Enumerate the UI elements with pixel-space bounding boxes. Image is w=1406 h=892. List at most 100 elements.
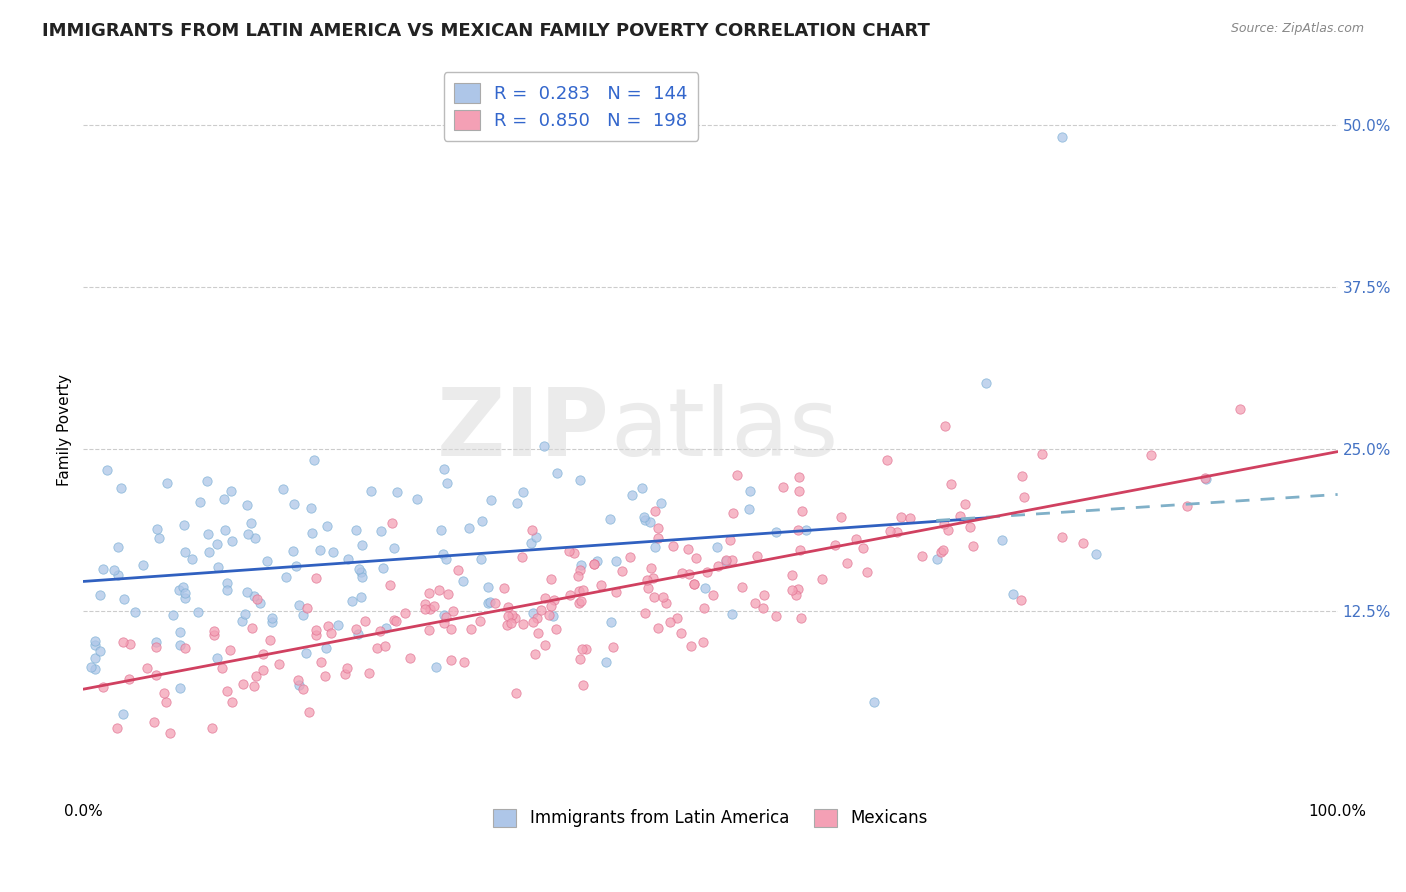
Point — [568, 584, 591, 599]
Point — [385, 615, 408, 629]
Point — [477, 596, 499, 610]
Point — [169, 681, 191, 696]
Point — [308, 543, 330, 558]
Point — [132, 558, 155, 572]
Point — [605, 553, 627, 567]
Point — [188, 495, 211, 509]
Point — [738, 502, 761, 516]
Point — [413, 597, 436, 611]
Point — [752, 601, 775, 615]
Point — [429, 523, 451, 537]
Point — [221, 533, 243, 548]
Point — [198, 544, 221, 558]
Point — [204, 624, 226, 638]
Point — [418, 624, 440, 638]
Point — [787, 523, 810, 537]
Point — [201, 722, 224, 736]
Point — [1195, 472, 1218, 486]
Point — [644, 504, 666, 518]
Point — [1071, 536, 1094, 550]
Point — [350, 539, 373, 553]
Point — [599, 511, 621, 525]
Point — [273, 482, 295, 496]
Point — [142, 714, 165, 729]
Point — [352, 570, 374, 584]
Point — [398, 650, 420, 665]
Point — [911, 549, 934, 563]
Point — [287, 673, 309, 687]
Point — [569, 651, 592, 665]
Point — [432, 547, 454, 561]
Point — [292, 608, 315, 623]
Point — [297, 601, 319, 615]
Point — [471, 515, 494, 529]
Point — [537, 608, 560, 623]
Point — [644, 541, 666, 555]
Point — [752, 589, 775, 603]
Point — [219, 484, 242, 499]
Point — [1175, 500, 1198, 514]
Point — [1012, 490, 1035, 504]
Point — [620, 488, 643, 502]
Point — [195, 474, 218, 488]
Point — [107, 540, 129, 554]
Point — [772, 480, 794, 494]
Point — [533, 438, 555, 452]
Point — [541, 609, 564, 624]
Point — [155, 695, 177, 709]
Point — [569, 593, 592, 607]
Point — [302, 453, 325, 467]
Point — [111, 707, 134, 722]
Point — [256, 554, 278, 568]
Y-axis label: Family Poverty: Family Poverty — [58, 374, 72, 485]
Point — [145, 635, 167, 649]
Point — [211, 661, 233, 675]
Point — [562, 546, 585, 560]
Point — [786, 582, 808, 597]
Point — [610, 564, 633, 578]
Point — [451, 574, 474, 589]
Point — [360, 484, 382, 499]
Point — [949, 509, 972, 524]
Point — [931, 545, 953, 559]
Point — [1194, 470, 1216, 484]
Point — [643, 591, 665, 605]
Point — [524, 531, 547, 545]
Point — [512, 485, 534, 500]
Point — [494, 581, 516, 595]
Point — [512, 617, 534, 632]
Point — [378, 578, 401, 592]
Point — [787, 483, 810, 498]
Point — [714, 554, 737, 568]
Point — [953, 497, 976, 511]
Point — [959, 519, 981, 533]
Point — [174, 545, 197, 559]
Point — [546, 466, 568, 480]
Point — [370, 524, 392, 538]
Point — [366, 641, 388, 656]
Point — [640, 516, 662, 530]
Point — [89, 588, 111, 602]
Point — [1010, 592, 1032, 607]
Point — [665, 611, 688, 625]
Point — [934, 418, 956, 433]
Point — [782, 582, 804, 597]
Point — [231, 614, 253, 628]
Point — [344, 622, 367, 636]
Point — [634, 512, 657, 526]
Point — [217, 582, 239, 597]
Point — [173, 586, 195, 600]
Point — [939, 477, 962, 491]
Point — [522, 615, 544, 629]
Point — [571, 558, 593, 572]
Point — [105, 721, 128, 735]
Point — [962, 539, 984, 553]
Text: ZIP: ZIP — [437, 384, 610, 475]
Point — [794, 523, 817, 537]
Point — [91, 562, 114, 576]
Point — [498, 599, 520, 614]
Point — [696, 566, 718, 580]
Point — [436, 476, 458, 491]
Point — [856, 565, 879, 579]
Point — [558, 543, 581, 558]
